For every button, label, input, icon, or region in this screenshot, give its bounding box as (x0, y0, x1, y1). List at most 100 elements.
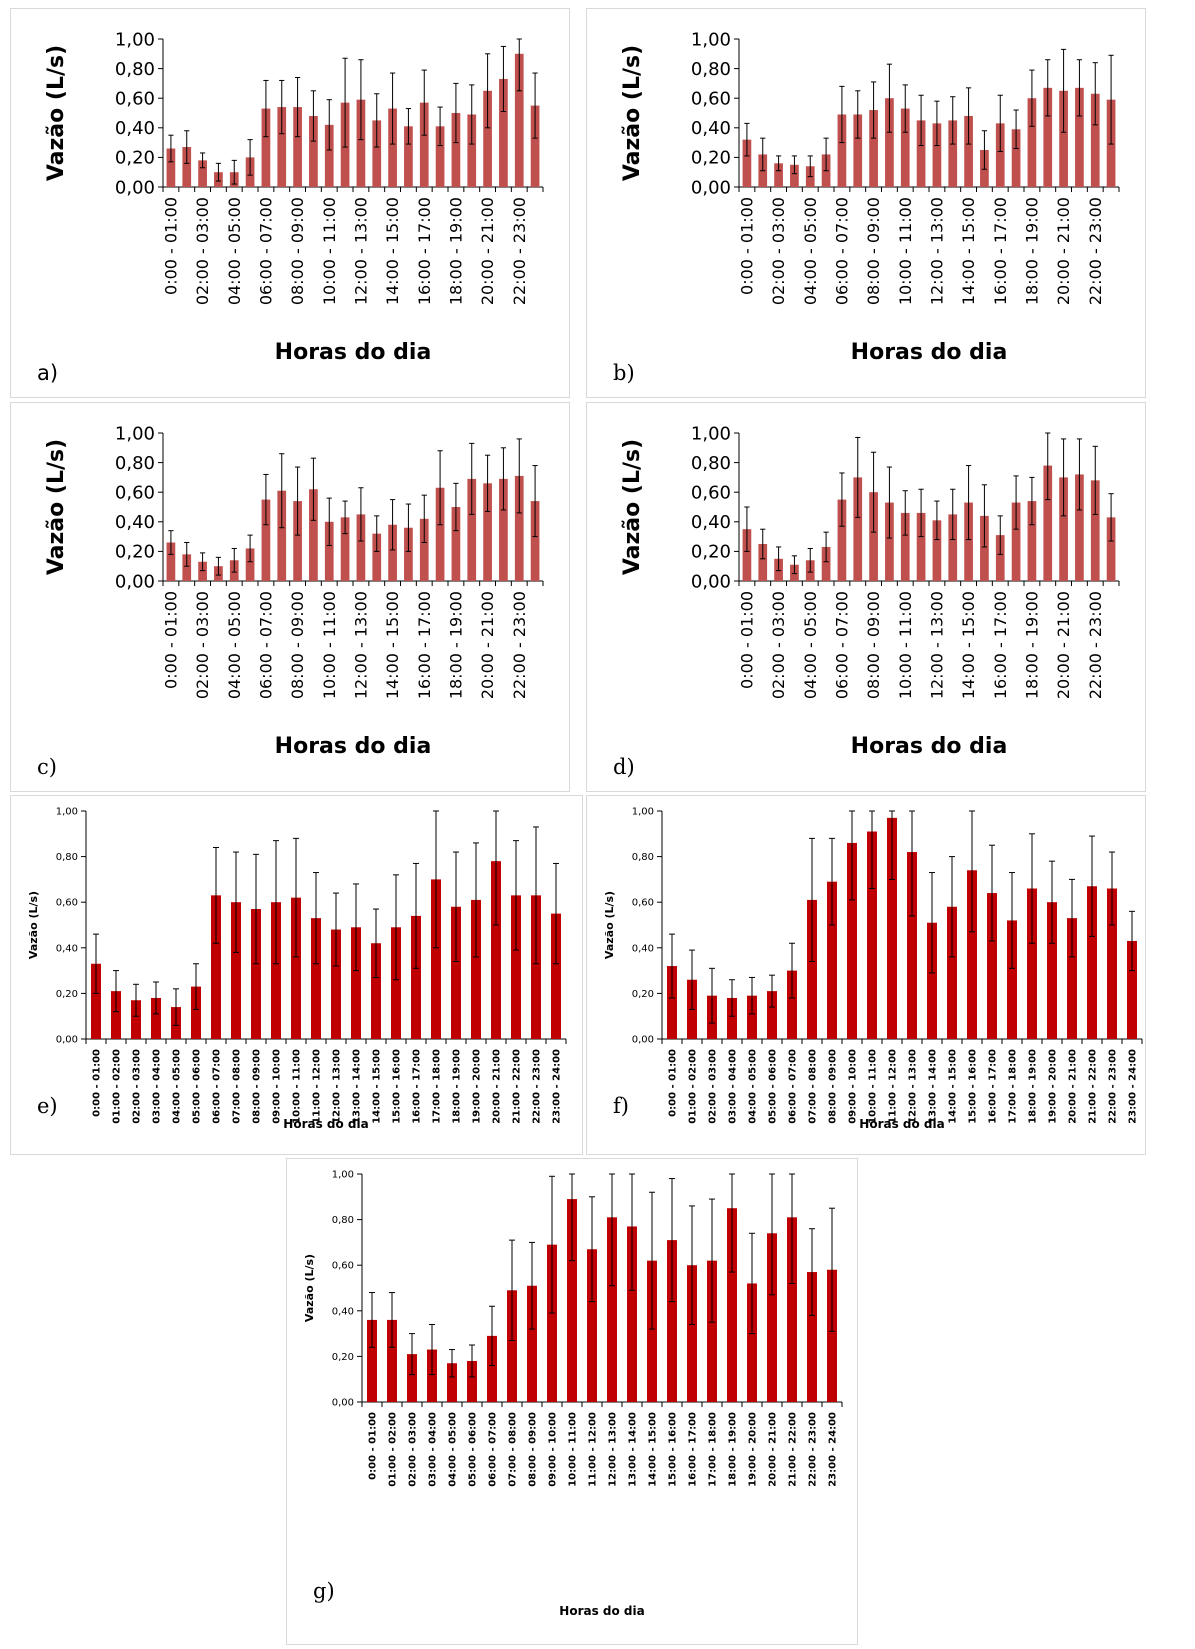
error-bar-13 (374, 515, 380, 552)
bar-8 (869, 492, 878, 581)
x-tick-label: 08:00 - 09:00 (288, 197, 307, 305)
y-tick-label: 0,40 (56, 943, 78, 954)
y-tick-label: 0,40 (691, 118, 731, 139)
bar-18 (451, 113, 461, 187)
error-bar-21 (789, 1173, 795, 1284)
x-tick-label: 12:00 - 13:00 (352, 197, 371, 305)
bar-8 (293, 107, 302, 187)
error-bar-9 (310, 457, 317, 521)
x-tick-label: 07:00 - 08:00 (808, 1049, 819, 1124)
bar-23 (1106, 517, 1116, 581)
bar-9 (547, 1244, 557, 1402)
bar-19 (1043, 87, 1053, 187)
error-bar-15 (981, 484, 988, 548)
y-tick-label: 0,00 (115, 177, 155, 198)
bar-15 (980, 515, 989, 581)
x-tick-label: 21:00 - 22:00 (1088, 1049, 1099, 1124)
bar-7 (231, 902, 241, 1039)
error-bar-15 (669, 1178, 675, 1303)
bar-22 (1090, 93, 1100, 187)
error-bar-23 (532, 72, 538, 139)
x-tick-label: 07:00 - 08:00 (508, 1412, 519, 1487)
y-tick-label: 0,40 (115, 512, 155, 533)
x-tick-label: 12:00 - 13:00 (332, 1049, 343, 1124)
x-tick-label: 0:00 - 01:00 (162, 197, 181, 295)
x-axis-title: Horas do dia (559, 1604, 644, 1618)
error-bar-14 (389, 72, 396, 145)
error-bar-12 (909, 810, 915, 917)
bar-12 (356, 99, 366, 187)
x-tick-label: 04:00 - 05:00 (448, 1412, 459, 1487)
x-tick-label: 15:00 - 16:00 (968, 1049, 979, 1124)
bar-20 (1067, 918, 1077, 1039)
bar-14 (371, 943, 381, 1039)
error-bar-19 (1045, 432, 1051, 501)
bar-8 (827, 881, 837, 1039)
bar-23 (827, 1269, 837, 1402)
bar-9 (885, 502, 894, 581)
y-tick-label: 0,00 (691, 177, 731, 198)
error-bar-23 (1108, 493, 1114, 542)
x-tick-label: 08:00 - 09:00 (864, 591, 883, 699)
bar-19 (467, 114, 477, 187)
chart-panel-d: 0,00 0,20 0,40 0,60 0,80 1,00 0:00 - 01:00 02:0… (586, 402, 1146, 792)
x-tick-label: 06:00 - 07:00 (833, 591, 852, 699)
bar-7 (853, 114, 863, 187)
x-tick-label: 17:00 - 18:00 (708, 1412, 719, 1487)
bar-7 (853, 477, 863, 581)
error-bar-6 (213, 846, 219, 944)
error-bar-14 (373, 908, 379, 978)
bar-0 (166, 542, 176, 581)
bar-12 (331, 929, 341, 1039)
error-bar-16 (989, 844, 995, 942)
x-tick-label: 09:00 - 10:00 (272, 1049, 283, 1124)
bar-13 (372, 120, 382, 187)
x-tick-label: 10:00 - 11:00 (320, 591, 339, 699)
x-tick-label: 14:00 - 15:00 (948, 1049, 959, 1124)
bar-16 (987, 893, 997, 1039)
panel-label: d) (613, 755, 635, 779)
chart-svg: 0,00 0,20 0,40 0,60 0,80 1,00 0:00 - 01:00 02:0… (44, 29, 544, 365)
error-bar-17 (709, 1198, 715, 1323)
bar-13 (627, 1226, 637, 1402)
error-bar-5 (247, 139, 253, 176)
x-tick-label: 16:00 - 17:00 (412, 1049, 423, 1124)
error-bar-2 (775, 155, 782, 172)
error-bar-11 (342, 57, 348, 148)
error-bar-13 (950, 96, 956, 145)
error-bar-4 (173, 988, 179, 1026)
error-bar-20 (493, 810, 499, 926)
error-bar-20 (484, 53, 491, 129)
x-tick-label: 10:00 - 11:00 (896, 197, 915, 305)
y-tick-label: 0,80 (115, 59, 155, 80)
bar-21 (1087, 886, 1097, 1039)
x-tick-label: 14:00 - 15:00 (648, 1412, 659, 1487)
bar-7 (807, 899, 817, 1039)
chart-panel-f: 0,00 0,20 0,40 0,60 0,80 1,00 0:00 - 01:00 01:0… (586, 795, 1146, 1155)
x-tick-label: 10:00 - 11:00 (292, 1049, 303, 1124)
bar-14 (388, 108, 397, 187)
x-tick-label: 08:00 - 09:00 (528, 1412, 539, 1487)
bar-14 (964, 115, 973, 187)
bar-6 (837, 499, 847, 581)
error-bar-15 (405, 108, 412, 145)
error-bar-19 (1049, 860, 1055, 944)
y-tick-label: 0,80 (691, 59, 731, 80)
error-bar-21 (1076, 438, 1083, 511)
bar-3 (427, 1349, 437, 1402)
error-bar-10 (293, 837, 299, 958)
panel-label: e) (37, 1094, 58, 1118)
error-bar-17 (437, 450, 443, 526)
x-tick-label: 20:00 - 21:00 (478, 197, 497, 305)
error-bar-5 (193, 963, 199, 1010)
x-axis-title: Horas do dia (859, 1117, 944, 1131)
bar-10 (291, 897, 301, 1039)
chart-svg: 0,00 0,20 0,40 0,60 0,80 1,00 0:00 - 01:00 02:0… (620, 29, 1120, 365)
bar-17 (1011, 129, 1021, 187)
error-bar-3 (215, 556, 222, 576)
bar-9 (271, 902, 281, 1039)
error-bar-18 (1029, 69, 1035, 127)
x-tick-label: 18:00 - 19:00 (1023, 591, 1042, 699)
error-bar-8 (294, 466, 301, 536)
error-bar-9 (549, 1175, 555, 1314)
